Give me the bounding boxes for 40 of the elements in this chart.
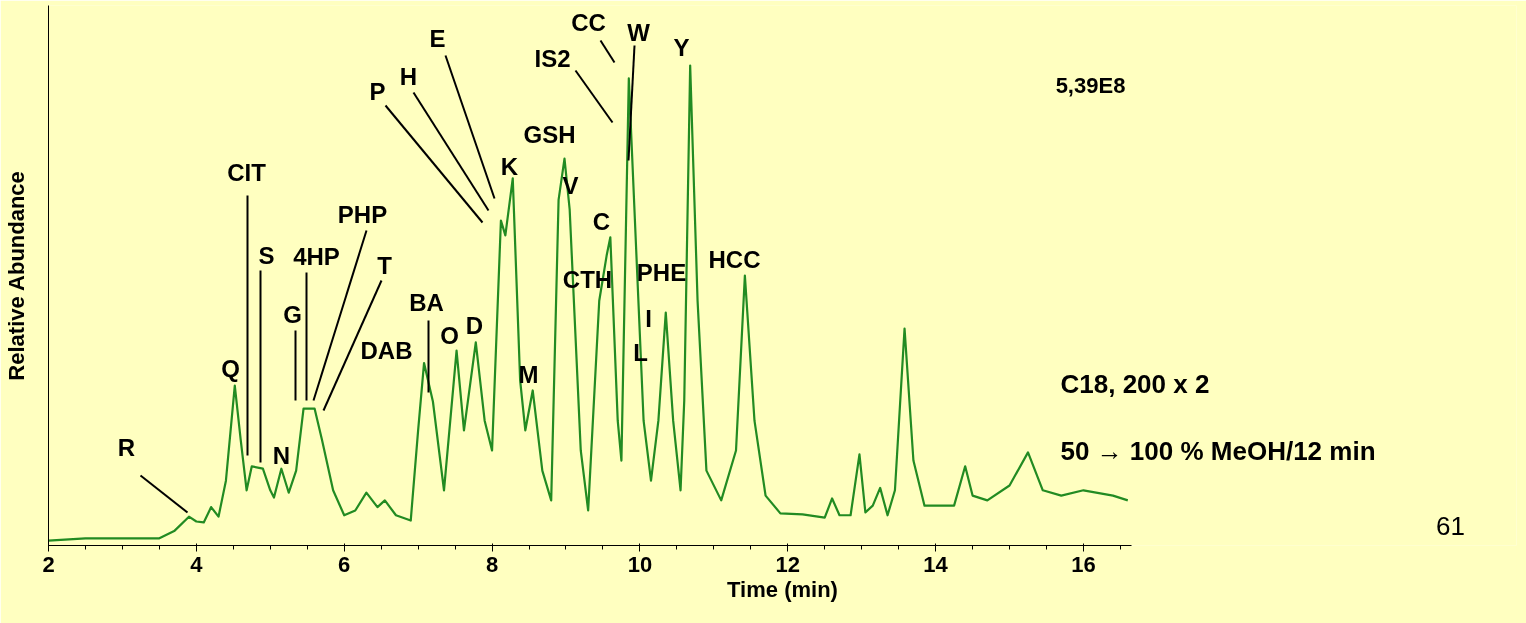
annotation: S — [258, 242, 275, 269]
x-tick-label: 16 — [1071, 551, 1096, 577]
annotation: N — [272, 442, 291, 469]
text: CC — [571, 9, 606, 36]
annotation: PHE — [636, 259, 687, 286]
annotation: PHP — [337, 201, 388, 228]
annotation: P — [369, 78, 386, 105]
x-tick-label: 10 — [627, 551, 653, 577]
x-tick-label: 12 — [775, 551, 800, 577]
annotation: I — [645, 305, 652, 332]
annotation: BA — [409, 289, 444, 316]
annotation: 50 → 100 % MeOH/12 min — [1060, 435, 1376, 466]
x-tick-label: 8 — [485, 551, 499, 577]
annotation: D — [465, 312, 484, 339]
annotation: HCC — [708, 246, 761, 273]
annotation: C — [592, 208, 611, 235]
annotation: K — [500, 153, 519, 180]
annotation: T — [377, 252, 393, 279]
annotation: H — [399, 63, 418, 90]
x-tick-label: 14 — [923, 551, 949, 577]
annotation: 5,39E8 — [1055, 73, 1126, 98]
y-axis-title: Relative Abundance — [3, 171, 29, 381]
x-axis-title: Time (min) — [727, 576, 838, 602]
annotation: O — [440, 322, 459, 349]
text: W — [627, 19, 651, 46]
annotation: 4HP — [293, 243, 340, 270]
x-tick-label: 2 — [42, 551, 55, 577]
text: E — [429, 25, 446, 52]
text: 61 — [1436, 510, 1465, 541]
annotation: C18, 200 x 2 — [1060, 368, 1210, 399]
annotation: DAB — [360, 337, 413, 364]
annotation: Q — [221, 355, 240, 382]
x-tick-label: 6 — [338, 551, 351, 577]
text: Y — [673, 34, 690, 61]
x-tick-label: 4 — [190, 551, 204, 577]
annotation: IS2 — [534, 45, 571, 72]
annotation: G — [283, 301, 302, 328]
annotation: GSH — [523, 121, 576, 148]
annotation: CIT — [227, 159, 267, 186]
annotation: R — [117, 434, 136, 461]
